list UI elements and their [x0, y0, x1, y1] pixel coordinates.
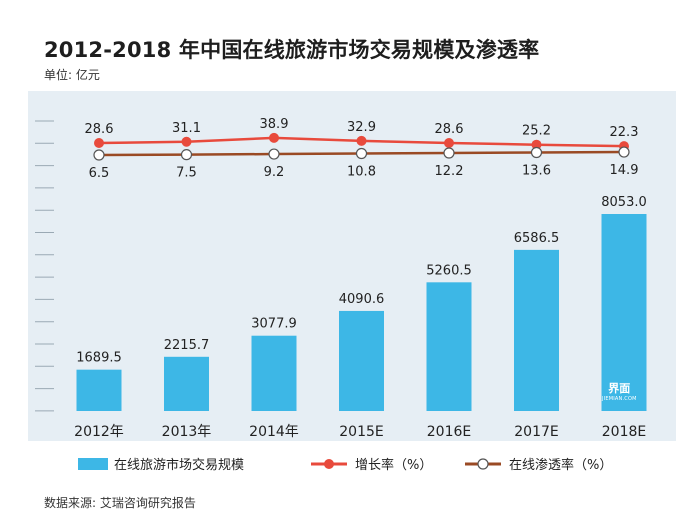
growth-value-label: 32.9 [347, 120, 376, 135]
x-tick-label: 2017E [514, 424, 558, 440]
legend-item-growth: 增长率（%） [311, 454, 432, 473]
bar [76, 369, 122, 411]
penetration-value-label: 9.2 [264, 165, 285, 180]
x-tick-label: 2018E [602, 424, 646, 440]
penetration-value-label: 13.6 [522, 164, 551, 179]
data-source: 数据来源: 艾瑞咨询研究报告 [44, 496, 196, 510]
growth-point [94, 138, 104, 148]
growth-point [181, 136, 192, 147]
bar-value-label: 8053.0 [601, 195, 647, 210]
growth-point [531, 139, 542, 150]
growth-value-label: 28.6 [85, 122, 114, 137]
bar-value-label: 1689.5 [76, 351, 122, 366]
growth-point [356, 135, 367, 146]
penetration-value-label: 14.9 [610, 163, 639, 178]
penetration-point [355, 147, 368, 160]
bar [426, 282, 472, 411]
legend-swatch-penetration [465, 457, 501, 470]
penetration-point [443, 147, 455, 159]
growth-value-label: 25.2 [522, 124, 551, 139]
legend-item-scale: 在线旅游市场交易规模 [78, 454, 244, 473]
legend-label-penetration: 在线渗透率（%） [509, 458, 613, 473]
bar [601, 214, 647, 411]
chart-title: 2012-2018 年中国在线旅游市场交易规模及渗透率 [44, 38, 540, 62]
bar-value-label: 4090.6 [339, 292, 385, 307]
legend-label-growth: 增长率（%） [355, 458, 433, 473]
x-tick-label: 2012年 [74, 424, 124, 440]
legend-swatch-growth [311, 458, 347, 469]
jiemian-logo: 界面 JIEMIAN.COM [602, 382, 637, 402]
bar-value-label: 5260.5 [426, 263, 472, 278]
bar [251, 335, 297, 411]
growth-point [444, 138, 454, 148]
penetration-value-label: 10.8 [347, 164, 376, 179]
bar [339, 310, 384, 411]
growth-value-label: 22.3 [610, 125, 639, 140]
penetration-point [618, 146, 630, 158]
x-tick-label: 2015E [339, 424, 383, 440]
penetration-value-label: 7.5 [176, 166, 197, 181]
bar [164, 356, 209, 411]
bar-value-label: 3077.9 [251, 317, 297, 332]
penetration-value-label: 12.2 [435, 164, 464, 179]
bar [514, 249, 559, 411]
legend-label-scale: 在线旅游市场交易规模 [114, 458, 245, 473]
legend-item-penetration: 在线渗透率（%） [465, 454, 612, 473]
chart-legend: 在线旅游市场交易规模 增长率（%） 在线渗透率（%） [28, 448, 676, 478]
growth-value-label: 31.1 [172, 121, 201, 136]
growth-point [269, 132, 279, 143]
legend-swatch-bar [78, 457, 108, 470]
penetration-point [530, 146, 543, 159]
penetration-value-label: 6.5 [89, 166, 110, 181]
penetration-point [268, 148, 280, 160]
x-tick-label: 2013年 [162, 424, 212, 440]
growth-value-label: 38.9 [260, 117, 289, 132]
unit-label: 单位: 亿元 [44, 68, 100, 82]
growth-value-label: 28.6 [435, 122, 464, 137]
bar-value-label: 6586.5 [514, 231, 560, 246]
x-tick-label: 2016E [427, 424, 471, 440]
bar-value-label: 2215.7 [164, 338, 210, 353]
x-tick-label: 2014年 [249, 424, 299, 440]
penetration-point [93, 149, 105, 161]
penetration-point [180, 149, 193, 161]
